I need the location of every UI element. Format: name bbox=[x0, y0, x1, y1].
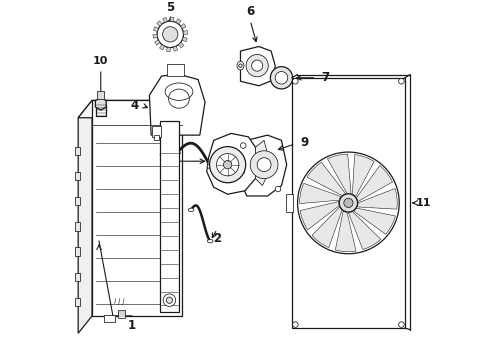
Polygon shape bbox=[153, 34, 157, 38]
Bar bbox=[75, 147, 79, 155]
Bar bbox=[75, 298, 79, 306]
Polygon shape bbox=[167, 47, 171, 52]
Bar bbox=[286, 194, 294, 212]
Ellipse shape bbox=[174, 150, 180, 155]
Circle shape bbox=[239, 169, 245, 174]
Polygon shape bbox=[335, 211, 356, 252]
Bar bbox=[96, 104, 106, 116]
Bar bbox=[167, 64, 184, 76]
Circle shape bbox=[293, 322, 298, 327]
Circle shape bbox=[241, 143, 246, 148]
Text: 2: 2 bbox=[213, 233, 221, 246]
Circle shape bbox=[399, 78, 404, 84]
Polygon shape bbox=[207, 134, 257, 194]
Polygon shape bbox=[92, 100, 182, 316]
Circle shape bbox=[239, 64, 242, 67]
Text: 7: 7 bbox=[321, 71, 330, 84]
Text: 3: 3 bbox=[159, 146, 167, 159]
Polygon shape bbox=[153, 27, 158, 31]
Bar bbox=[118, 310, 125, 318]
Text: 11: 11 bbox=[416, 198, 432, 208]
Circle shape bbox=[166, 297, 172, 303]
Text: 9: 9 bbox=[300, 136, 309, 149]
Circle shape bbox=[257, 158, 271, 172]
Circle shape bbox=[275, 186, 281, 192]
Polygon shape bbox=[352, 154, 374, 197]
Bar bbox=[292, 78, 405, 328]
Circle shape bbox=[246, 54, 269, 77]
Circle shape bbox=[339, 194, 358, 212]
Polygon shape bbox=[176, 19, 181, 24]
Polygon shape bbox=[157, 21, 162, 26]
Bar bbox=[98, 91, 104, 99]
Bar bbox=[104, 315, 115, 322]
Circle shape bbox=[157, 21, 183, 48]
Polygon shape bbox=[163, 17, 168, 22]
Text: 6: 6 bbox=[246, 5, 254, 18]
Polygon shape bbox=[241, 46, 275, 86]
Bar bbox=[75, 197, 79, 205]
Bar bbox=[75, 247, 79, 256]
Circle shape bbox=[270, 67, 293, 89]
Polygon shape bbox=[173, 46, 178, 51]
Circle shape bbox=[275, 72, 288, 84]
Polygon shape bbox=[307, 162, 345, 195]
Text: 8: 8 bbox=[162, 155, 171, 168]
Bar bbox=[75, 222, 79, 230]
Polygon shape bbox=[299, 183, 341, 204]
Bar bbox=[160, 121, 179, 312]
Circle shape bbox=[344, 198, 353, 207]
Polygon shape bbox=[183, 31, 188, 34]
Circle shape bbox=[223, 161, 232, 169]
Circle shape bbox=[163, 294, 175, 306]
Text: 4: 4 bbox=[130, 99, 138, 112]
Circle shape bbox=[217, 154, 239, 176]
Polygon shape bbox=[178, 42, 184, 48]
Polygon shape bbox=[357, 189, 397, 209]
Circle shape bbox=[250, 151, 278, 179]
Polygon shape bbox=[348, 212, 381, 249]
Text: 1: 1 bbox=[128, 319, 136, 332]
Polygon shape bbox=[96, 98, 106, 110]
Polygon shape bbox=[182, 37, 187, 42]
Polygon shape bbox=[78, 100, 182, 118]
Polygon shape bbox=[300, 202, 339, 230]
Text: 5: 5 bbox=[166, 1, 174, 14]
Ellipse shape bbox=[207, 164, 213, 168]
Polygon shape bbox=[155, 40, 160, 45]
Circle shape bbox=[251, 60, 263, 71]
Circle shape bbox=[210, 147, 245, 183]
Ellipse shape bbox=[188, 208, 194, 212]
Circle shape bbox=[163, 27, 178, 42]
Polygon shape bbox=[255, 140, 268, 185]
Bar bbox=[154, 135, 159, 140]
Bar bbox=[75, 273, 79, 281]
Polygon shape bbox=[159, 45, 165, 50]
Text: 10: 10 bbox=[93, 56, 108, 66]
Polygon shape bbox=[181, 23, 186, 28]
Polygon shape bbox=[354, 208, 395, 234]
Polygon shape bbox=[312, 207, 342, 248]
Polygon shape bbox=[171, 17, 174, 22]
Ellipse shape bbox=[237, 61, 244, 70]
Polygon shape bbox=[327, 154, 351, 194]
Polygon shape bbox=[238, 135, 287, 196]
Polygon shape bbox=[78, 100, 92, 333]
Circle shape bbox=[399, 322, 404, 327]
Bar bbox=[75, 172, 79, 180]
Ellipse shape bbox=[207, 239, 213, 243]
Circle shape bbox=[293, 78, 298, 84]
Polygon shape bbox=[357, 166, 392, 202]
Polygon shape bbox=[149, 74, 205, 135]
Bar bbox=[152, 126, 161, 137]
